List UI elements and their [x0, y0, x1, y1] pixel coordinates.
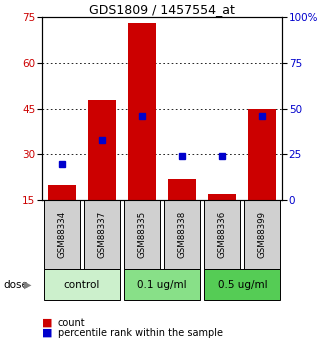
- Bar: [48, 185, 76, 200]
- Text: ▶: ▶: [24, 280, 31, 289]
- FancyBboxPatch shape: [84, 200, 120, 269]
- Text: 0.5 ug/ml: 0.5 ug/ml: [218, 280, 267, 289]
- Text: GSM88337: GSM88337: [97, 211, 107, 258]
- Bar: [168, 179, 196, 200]
- FancyBboxPatch shape: [124, 269, 200, 300]
- Text: ■: ■: [42, 328, 52, 338]
- Text: ■: ■: [42, 318, 52, 327]
- Bar: [248, 109, 276, 200]
- Text: dose: dose: [3, 280, 28, 289]
- Text: count: count: [58, 318, 85, 327]
- Bar: [88, 99, 116, 200]
- Text: GSM88335: GSM88335: [137, 211, 147, 258]
- Text: GSM88338: GSM88338: [178, 211, 187, 258]
- Title: GDS1809 / 1457554_at: GDS1809 / 1457554_at: [89, 3, 235, 16]
- FancyBboxPatch shape: [204, 269, 281, 300]
- Text: GSM88336: GSM88336: [218, 211, 227, 258]
- FancyBboxPatch shape: [244, 200, 281, 269]
- FancyBboxPatch shape: [204, 200, 240, 269]
- FancyBboxPatch shape: [124, 200, 160, 269]
- FancyBboxPatch shape: [164, 200, 200, 269]
- Bar: [208, 194, 236, 200]
- FancyBboxPatch shape: [44, 200, 80, 269]
- Bar: [128, 23, 156, 200]
- Text: control: control: [64, 280, 100, 289]
- FancyBboxPatch shape: [44, 269, 120, 300]
- Text: percentile rank within the sample: percentile rank within the sample: [58, 328, 223, 338]
- Text: GSM88399: GSM88399: [258, 211, 267, 258]
- Text: 0.1 ug/ml: 0.1 ug/ml: [137, 280, 187, 289]
- Text: GSM88334: GSM88334: [57, 211, 66, 258]
